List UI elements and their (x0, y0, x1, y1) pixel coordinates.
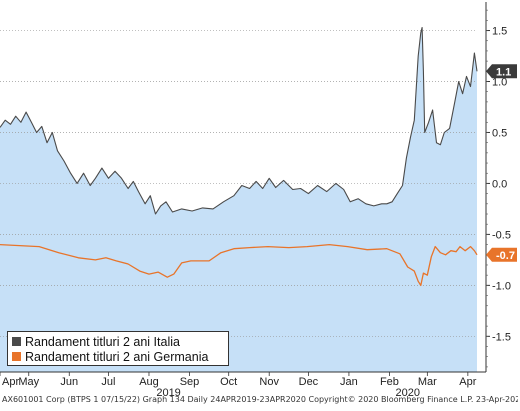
series-line-italia (0, 26, 478, 215)
x-tick-label: Oct (220, 376, 237, 388)
legend-swatch-italia (12, 337, 21, 346)
italia-area-fill (0, 27, 477, 372)
legend-label-italia: Randament titluri 2 ani Italia (25, 334, 180, 349)
x-tick-label: May (18, 376, 39, 388)
x-tick-label: Apr (459, 376, 476, 388)
legend-label-germania: Randament titluri 2 ani Germania (25, 349, 209, 364)
last-value-label-germania: -0.7 (496, 250, 515, 262)
legend-item-italia: Randament titluri 2 ani Italia (8, 334, 228, 349)
legend-item-germania: Randament titluri 2 ani Germania (8, 349, 228, 364)
series-lines (0, 26, 478, 287)
x-tick-label: Jun (60, 376, 78, 388)
last-value-tag-germania (486, 247, 517, 262)
y-tick-label: 0.5 (492, 127, 507, 139)
footer-source: AX601001 Corp (BTPS 1 07/15/22) Graph 13… (2, 395, 518, 404)
x-tick-label: Apr (2, 376, 19, 388)
x-tick-label: Sep (180, 376, 200, 388)
legend-swatch-germania (12, 352, 21, 361)
y-tick-label: 0.0 (492, 178, 507, 190)
x-year-label: 2019 (156, 387, 180, 399)
italia-area-layer (0, 27, 477, 372)
y-tick-label: -1.5 (492, 331, 511, 343)
series-line-germania (0, 243, 478, 287)
x-tick-label: Dec (299, 376, 319, 388)
y-tick-label: -1.0 (492, 280, 511, 292)
x-tick-label: Aug (139, 376, 159, 388)
last-value-label-italia: 1.1 (496, 66, 511, 78)
legend: Randament titluri 2 ani Italia Randament… (7, 331, 229, 366)
y-tick-label: 1.0 (492, 77, 507, 89)
x-tick-label: Jan (340, 376, 358, 388)
x-year-label: 2020 (395, 387, 419, 399)
x-tick-label: Mar (418, 376, 437, 388)
x-tick-label: Jul (101, 376, 115, 388)
x-tick-label: Feb (380, 376, 399, 388)
last-value-tag-italia (486, 64, 517, 79)
last-value-labels: 1.1 -0.7 (486, 64, 517, 262)
x-tick-label: Nov (259, 376, 279, 388)
y-tick-label: 1.5 (492, 26, 507, 38)
y-tick-label: -0.5 (492, 229, 511, 241)
